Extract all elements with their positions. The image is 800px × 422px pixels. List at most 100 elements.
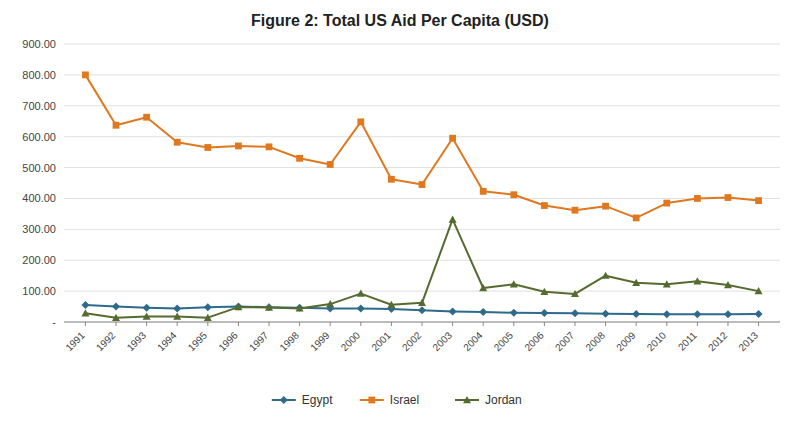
- x-tick-label: 2000: [339, 329, 363, 353]
- data-point: [388, 176, 395, 183]
- x-tick-label: 2006: [522, 329, 546, 353]
- data-point: [479, 308, 487, 316]
- data-point: [663, 200, 670, 207]
- x-tick-label: 2008: [583, 329, 607, 353]
- data-point: [296, 155, 303, 162]
- x-tick: [116, 322, 117, 326]
- grid-line: [64, 198, 780, 199]
- legend-item: Egypt: [272, 393, 333, 407]
- data-point: [419, 181, 426, 188]
- data-point: [143, 312, 151, 319]
- x-tick-label: 2005: [492, 329, 516, 353]
- grid-line: [64, 105, 780, 106]
- x-tick-label: 1993: [125, 329, 149, 353]
- data-point: [632, 279, 640, 286]
- x-tick: [330, 322, 331, 326]
- chart: Figure 2: Total US Aid Per Capita (USD) -…: [0, 0, 800, 422]
- data-point: [571, 309, 579, 317]
- data-point: [296, 304, 304, 311]
- x-tick-label: 1991: [63, 329, 87, 353]
- x-tick-label: 2004: [461, 329, 485, 353]
- grid-line: [64, 74, 780, 75]
- x-tick: [177, 322, 178, 326]
- x-tick: [636, 322, 637, 326]
- axes: -100.00200.00300.00400.00500.00600.00700…: [22, 38, 780, 353]
- x-tick: [146, 322, 147, 326]
- data-point: [755, 287, 763, 294]
- data-point: [694, 195, 701, 202]
- x-tick: [207, 322, 208, 326]
- x-tick: [391, 322, 392, 326]
- data-point: [663, 310, 671, 318]
- data-point: [693, 310, 701, 318]
- data-point: [449, 215, 457, 222]
- x-tick: [697, 322, 698, 326]
- grid-line: [64, 291, 780, 292]
- data-point: [173, 304, 181, 312]
- data-point: [326, 300, 334, 307]
- x-tick-label: 2007: [553, 329, 577, 353]
- x-tick-label: 2012: [706, 329, 730, 353]
- data-point: [449, 135, 456, 142]
- x-tick: [544, 322, 545, 326]
- data-point: [541, 202, 548, 209]
- grid-line: [64, 229, 780, 230]
- data-point: [234, 303, 242, 310]
- x-tick-label: 2002: [400, 329, 424, 353]
- x-tick: [269, 322, 270, 326]
- y-tick-label: 100.00: [22, 285, 56, 297]
- title: Figure 2: Total US Aid Per Capita (USD): [251, 12, 549, 29]
- data-point: [143, 304, 151, 312]
- legend-label: Egypt: [302, 393, 333, 407]
- x-tick-label: 1998: [278, 329, 302, 353]
- grid-line: [64, 167, 780, 168]
- x-tick-label: 1997: [247, 329, 271, 353]
- data-point: [755, 197, 762, 204]
- data-point: [113, 122, 120, 129]
- legend-marker: [463, 396, 471, 403]
- x-tick: [605, 322, 606, 326]
- data-point: [693, 277, 701, 284]
- x-tick: [574, 322, 575, 326]
- x-tick: [727, 322, 728, 326]
- data-point: [357, 290, 365, 297]
- x-tick: [85, 322, 86, 326]
- data-point: [602, 203, 609, 210]
- data-point: [479, 284, 487, 291]
- data-point: [112, 314, 120, 321]
- grid-line: [64, 260, 780, 261]
- data-point: [81, 301, 89, 309]
- x-tick: [666, 322, 667, 326]
- data-point: [204, 144, 211, 151]
- data-point: [357, 118, 364, 125]
- data-point: [510, 309, 518, 317]
- legend-label: Jordan: [485, 393, 522, 407]
- x-tick-label: 1999: [308, 329, 332, 353]
- data-point: [143, 114, 150, 121]
- data-point: [82, 71, 89, 78]
- data-point: [540, 288, 548, 295]
- y-tick-label: 500.00: [22, 162, 56, 174]
- x-tick-label: 2003: [431, 329, 455, 353]
- data-point: [510, 191, 517, 198]
- x-tick: [299, 322, 300, 326]
- data-point: [418, 306, 426, 314]
- data-point: [724, 310, 732, 318]
- data-point: [327, 161, 334, 168]
- data-point: [602, 272, 610, 279]
- y-tick-label: 200.00: [22, 254, 56, 266]
- data-point: [174, 139, 181, 146]
- x-tick: [238, 322, 239, 326]
- x-tick-label: 2009: [614, 329, 638, 353]
- x-tick: [758, 322, 759, 326]
- x-tick-label: 2010: [645, 329, 669, 353]
- legend-item: Jordan: [455, 393, 522, 407]
- x-tick-label: 2001: [369, 329, 393, 353]
- x-tick-label: 1992: [94, 329, 118, 353]
- data-point: [235, 143, 242, 150]
- y-tick-label: 300.00: [22, 223, 56, 235]
- data-point: [266, 143, 273, 150]
- legend-marker: [368, 397, 375, 404]
- legend-marker: [280, 396, 288, 404]
- y-tick-label: -: [52, 316, 56, 328]
